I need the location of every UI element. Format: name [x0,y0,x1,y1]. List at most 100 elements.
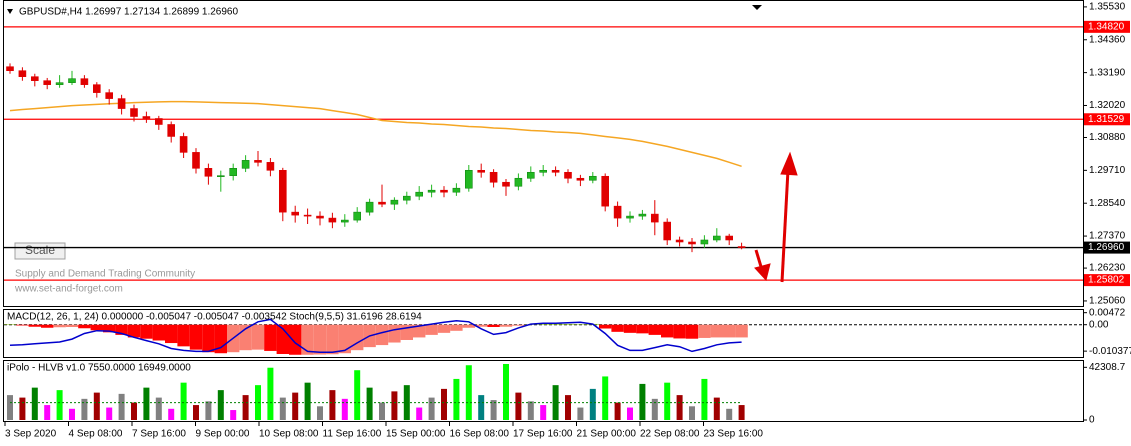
level-tag [1084,20,1130,33]
candle-body [576,177,585,181]
macd-bar [475,324,488,327]
x-tick-label: 23 Sep 16:00 [704,429,764,440]
candle-body [340,219,349,223]
candle-body [588,175,597,181]
candle-body [80,78,89,85]
macd-bar [375,324,389,346]
shift-marker [752,5,762,10]
candle-body [55,82,64,85]
candle-body [402,195,411,201]
volume-bar [627,407,633,420]
x-tick-label: 10 Sep 08:00 [259,429,319,440]
volume-bar [428,397,435,420]
candle-body [229,168,237,176]
volume-bar [478,395,485,420]
volume-bar [267,367,274,420]
candle-body [452,187,461,193]
candle-body [564,171,572,179]
macd-bar [735,324,748,338]
volume-bar [19,397,26,420]
level-tag-label: 1.25802 [1088,275,1125,286]
level-tag-label: 1.34820 [1088,21,1125,32]
x-tick-label: 22 Sep 08:00 [640,429,700,440]
volume-bar [490,400,497,420]
y-tick-label: 1.26230 [1089,263,1126,274]
macd-bar [685,324,699,339]
candle-body [179,136,188,153]
candle-body [241,160,250,169]
macd-bar [698,324,711,338]
x-tick-label: 9 Sep 00:00 [196,429,250,440]
candle-body [477,169,486,173]
annotation-arrows [754,151,798,283]
candle-body [117,98,126,109]
macd-bar [351,324,364,351]
macd-bar [499,324,513,327]
down-arrow-head [754,263,771,282]
macd-bar [41,324,54,328]
candle-body [365,201,374,213]
x-tick-label: 11 Sep 16:00 [323,429,382,440]
volume-bar [738,405,745,420]
volume-bar [713,397,720,420]
volume-bar [341,398,348,420]
macd-panel-frame [3,309,1084,358]
stoch-line [9,318,742,354]
macd-bar [251,324,265,350]
candle-body [514,177,523,187]
volume-bar [726,408,733,420]
volume-bar [379,402,385,420]
macd-bar [462,324,475,328]
macd-bar [177,324,190,347]
macd-bar [264,324,277,351]
candle-body [291,211,300,216]
macd-bar [53,324,66,328]
volume-bar [93,392,100,420]
volume-bar [565,395,571,420]
volume-bar [676,395,683,420]
symbol-menu-icon[interactable] [7,9,13,14]
volume-bar [292,392,299,420]
y-tick-label: -0.010377 [1089,346,1131,357]
scale-button-label[interactable]: Scale [25,243,55,257]
moving-average [9,100,742,168]
candle-body [303,214,312,217]
volume-bar [366,387,373,420]
volume-bar [304,382,311,420]
macd-bar [388,324,401,343]
macd-bar [3,324,17,325]
candle-body [68,78,76,83]
macd-bar [549,323,562,325]
level-tag [1084,113,1130,126]
candle-body [378,201,386,205]
y-tick-label: 42308.7 [1089,362,1126,373]
candle-body [328,217,337,223]
plot: 1.35530 1.34360 1.33190 1.32020 1.30880 1.297… [3,2,1131,440]
candle-body [489,171,498,183]
candle-body [539,169,548,173]
candle-body [700,239,709,245]
macd-bar [338,324,351,354]
candle-body [502,181,510,187]
macd-bar [301,324,314,355]
volume-bar [118,393,125,420]
x-tick-label: 4 Sep 08:00 [69,429,123,440]
candle-body [712,235,721,241]
volume-bar [217,390,224,420]
macd-bar [127,324,141,338]
macd-bar [487,324,500,327]
main-panel-frame [3,0,1084,307]
y-tick-label: 1.30880 [1089,132,1126,143]
macd-bar [289,324,302,355]
volume-bar [56,390,63,420]
candle-body [6,66,14,72]
volume-bar [329,390,336,420]
volume-bar [602,376,609,420]
level-tag-label: 1.26960 [1088,242,1125,253]
candle-body [217,175,225,177]
candle-body [626,215,634,219]
volume-bar [180,382,187,420]
y-tick-label: 1.25060 [1089,296,1126,307]
up-arrow-head [780,151,798,176]
candle-body [427,189,436,193]
